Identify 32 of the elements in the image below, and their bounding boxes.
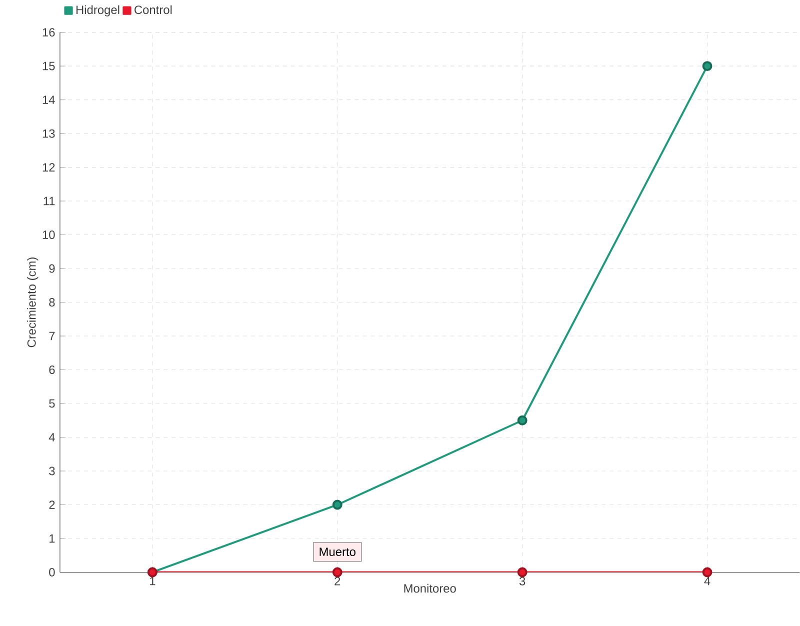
point bbox=[332, 500, 342, 510]
y-tick-label: 5 bbox=[49, 400, 55, 408]
y-tick-label: 0 bbox=[49, 568, 55, 577]
y-tick-label: 16 bbox=[42, 28, 55, 37]
point bbox=[517, 416, 528, 426]
y-tick-label: 1 bbox=[50, 534, 55, 543]
x-tick-label: 2 bbox=[334, 577, 340, 586]
annotation: Muerto bbox=[320, 548, 356, 556]
y-tick-label: 8 bbox=[49, 298, 55, 307]
y-tick-label: 10 bbox=[42, 230, 55, 240]
y-tick-label: 4 bbox=[48, 433, 55, 442]
y-tick-label: 13 bbox=[42, 130, 55, 138]
point bbox=[702, 567, 712, 578]
point bbox=[517, 567, 528, 578]
y-tick-label: 6 bbox=[49, 366, 55, 374]
x-tick-label: 1 bbox=[150, 577, 156, 586]
x-axis-title: Monitoreo bbox=[404, 584, 456, 593]
y-tick-label: 2 bbox=[49, 500, 55, 510]
legend-label: Hidrogel bbox=[76, 6, 120, 17]
x-tick-label: 3 bbox=[519, 577, 526, 586]
y-tick-label: 14 bbox=[42, 96, 55, 104]
y-tick-label: 15 bbox=[42, 62, 55, 70]
y-tick-label: 3 bbox=[49, 466, 55, 476]
y-tick-label: 7 bbox=[49, 332, 55, 340]
x-tick-label: 4 bbox=[704, 577, 710, 586]
y-tick-label: 11 bbox=[44, 197, 55, 206]
y-tick-label: 9 bbox=[49, 264, 55, 274]
point bbox=[332, 567, 342, 578]
legend-label: Control bbox=[134, 6, 172, 14]
y-axis-title: Crecimiento (cm) bbox=[27, 258, 38, 348]
point bbox=[702, 61, 712, 72]
y-tick-label: 12 bbox=[42, 163, 55, 172]
